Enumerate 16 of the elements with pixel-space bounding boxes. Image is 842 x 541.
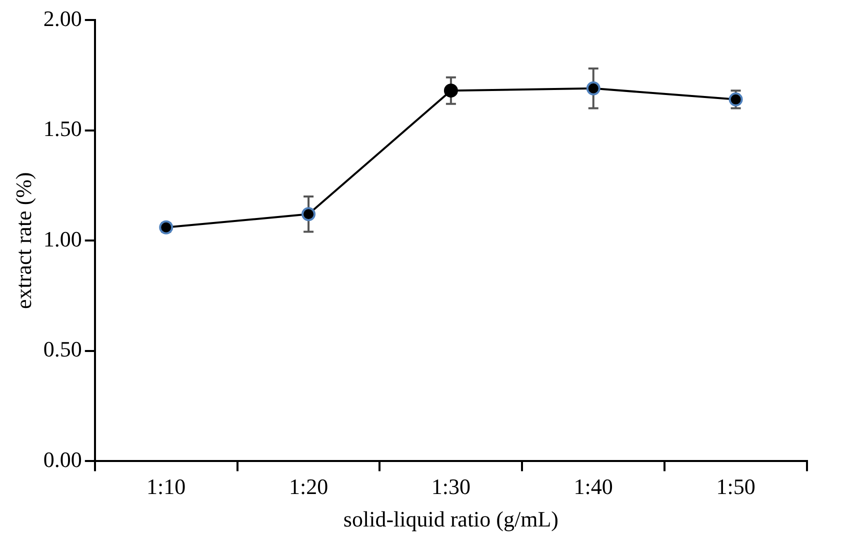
y-axis-title: extract rate (%) — [10, 172, 36, 309]
point — [586, 81, 600, 96]
point — [302, 207, 316, 222]
x-tick-label: 1:40 — [574, 474, 613, 500]
point — [728, 92, 743, 106]
y-tick-label: 2.00 — [43, 6, 82, 31]
y-tick-label: 0.50 — [43, 336, 82, 362]
x-tick-label: 1:10 — [146, 474, 186, 500]
point — [444, 84, 458, 98]
y-tick-label: 0.00 — [43, 446, 82, 472]
y-tick-label: 1.50 — [43, 116, 82, 142]
x-tick-label: 1:20 — [288, 474, 328, 500]
x-tick-label: 1:30 — [431, 474, 471, 500]
y-tick-label: 1.00 — [43, 226, 82, 252]
x-axis-title: solid-liquid ratio (g/mL) — [343, 506, 558, 532]
x-tick-label: 1:50 — [716, 474, 756, 500]
